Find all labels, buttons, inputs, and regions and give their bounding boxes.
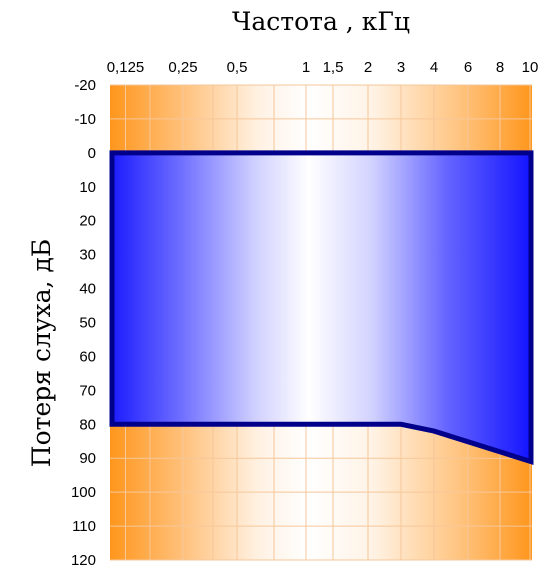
y-tick-label: 120 [71,552,96,565]
y-tick-label: 70 [79,382,96,399]
x-tick-labels: 0,125 0,25 0,5 1 1,5 2 3 4 6 8 10 [107,59,539,76]
y-tick-label: 80 [79,416,96,433]
chart-title: Частота , кГц [232,7,410,36]
x-tick-label: 3 [397,59,405,76]
x-tick-label: 10 [522,59,539,76]
hearing-range-band [109,150,534,466]
x-tick-label: 2 [364,59,372,76]
y-tick-label: 40 [79,281,96,298]
x-tick-label: 4 [430,59,438,76]
x-tick-label: 1 [302,59,310,76]
x-tick-label: 0,125 [107,59,145,76]
y-tick-label: -20 [74,77,96,94]
y-axis-label: Потеря слуха, дБ [27,239,56,467]
y-tick-label: 100 [71,484,96,501]
x-tick-label: 8 [496,59,504,76]
x-tick-label: 0,5 [227,59,248,76]
y-tick-label: 50 [79,315,96,332]
y-tick-label: 30 [79,247,96,264]
x-tick-label: 6 [464,59,472,76]
y-tick-label: 60 [79,348,96,365]
x-tick-label: 1,5 [323,59,344,76]
y-tick-label: 0 [88,145,96,162]
y-tick-label: 110 [72,518,96,535]
y-tick-label: 90 [79,450,96,467]
y-tick-labels: -20 -10 0 10 20 30 40 50 60 70 80 90 100 110 120 [71,77,96,565]
x-tick-label: 0,25 [168,59,197,76]
y-tick-label: 10 [79,179,96,196]
y-tick-label: -10 [74,111,96,128]
y-tick-label: 20 [79,213,96,230]
